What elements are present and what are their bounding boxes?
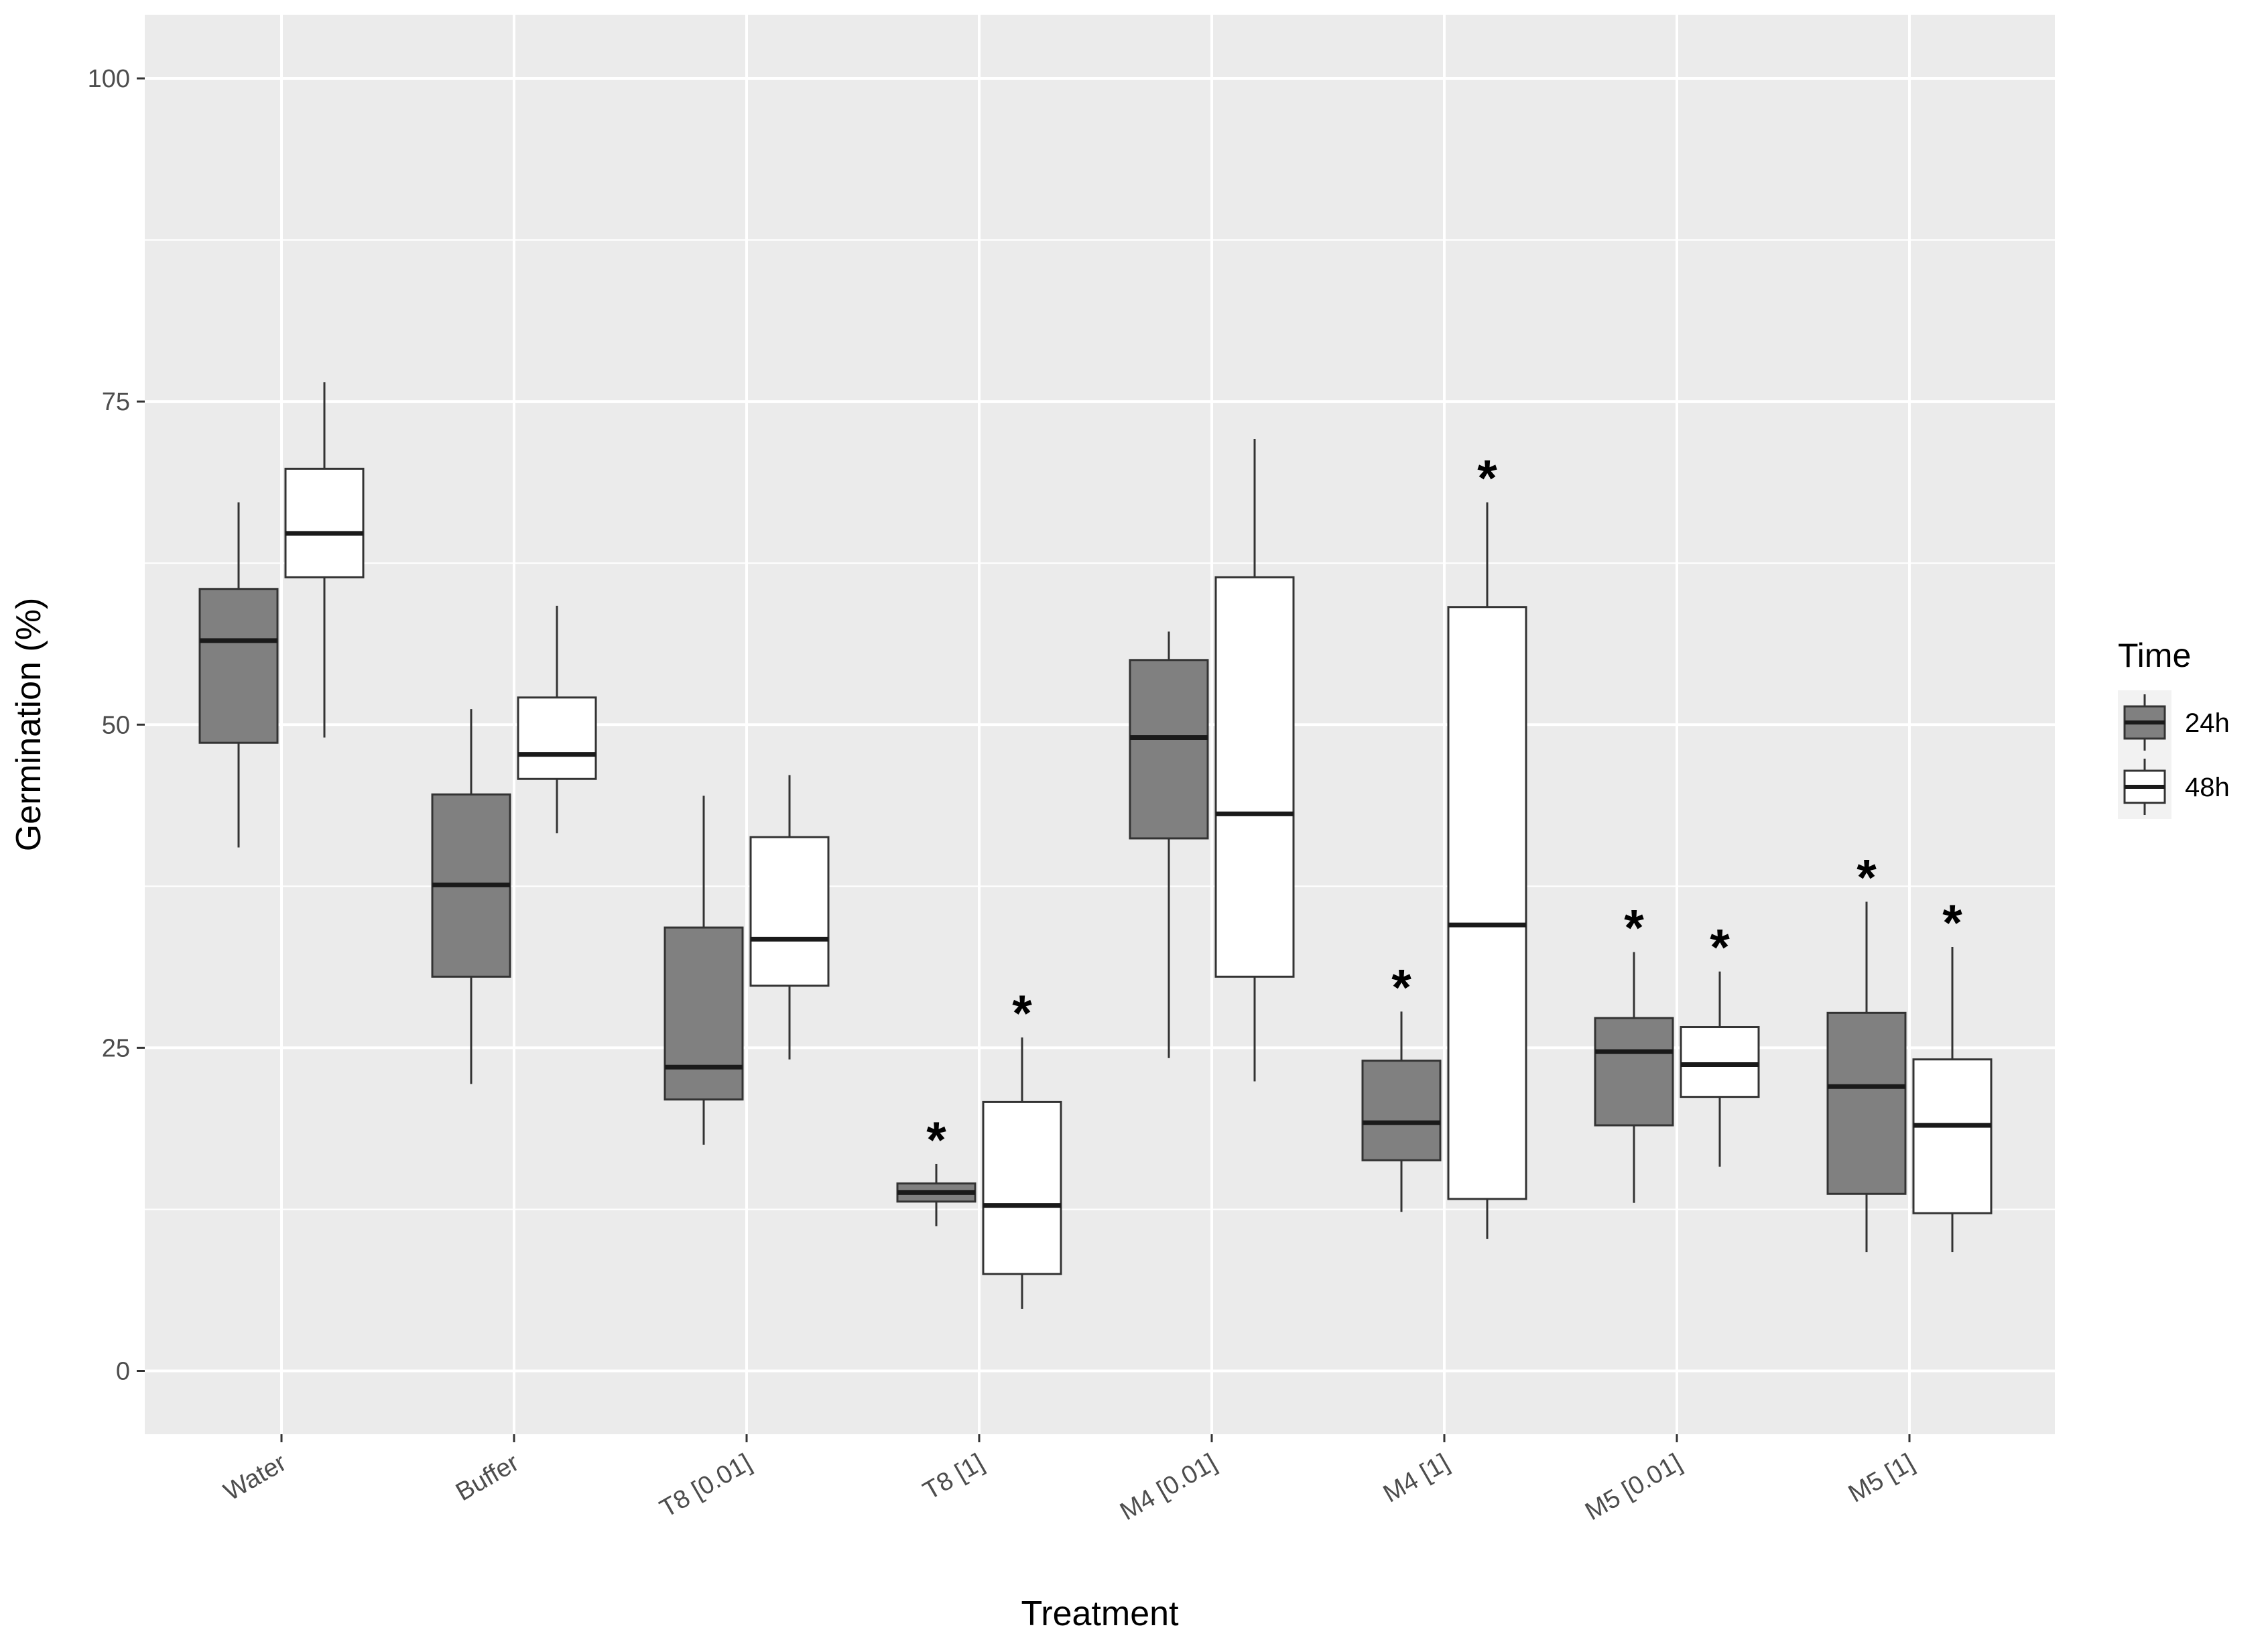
box-body [1680, 1026, 1760, 1098]
y-tick-label: 50 [102, 711, 130, 739]
legend-label: 48h [2185, 773, 2230, 802]
x-tick-label: Water [219, 1448, 292, 1507]
box-body [1594, 1017, 1674, 1127]
box-24h-7 [1826, 901, 1907, 1253]
box-48h-1 [517, 605, 597, 834]
legend: Time 24h 48h [2118, 637, 2230, 819]
grid-major [145, 15, 2055, 1434]
y-axis: 0 25 50 75 100 [88, 65, 145, 1386]
significance-asterisk: * [1477, 450, 1497, 507]
x-tick-label: M5 [0.01] [1580, 1448, 1686, 1526]
legend-label: 24h [2185, 708, 2230, 738]
y-tick-label: 25 [102, 1034, 130, 1062]
box-body [1826, 1011, 1907, 1195]
x-tick-label: Buffer [451, 1448, 524, 1507]
significance-asterisk: * [1624, 900, 1644, 957]
boxplot-series [198, 382, 1993, 1309]
box-48h-7 [1912, 946, 1993, 1253]
box-48h-5 [1447, 502, 1527, 1239]
box-body [982, 1100, 1062, 1275]
y-tick-label: 100 [88, 65, 130, 93]
box-48h-0 [284, 382, 365, 738]
box-body [198, 588, 279, 744]
box-24h-5 [1361, 1011, 1442, 1212]
significance-asterisk: * [1391, 959, 1411, 1016]
y-tick-label: 0 [116, 1358, 130, 1386]
box-24h-4 [1129, 631, 1209, 1058]
box-body [284, 467, 365, 578]
y-tick-label: 75 [102, 388, 130, 416]
y-axis-title: Germination (%) [9, 598, 48, 852]
x-tick-label: M4 [0.01] [1115, 1448, 1221, 1526]
x-tick-label: M5 [1] [1844, 1448, 1919, 1508]
legend-key-48h [2118, 755, 2171, 819]
box-48h-6 [1680, 971, 1760, 1167]
x-tick-label: T8 [1] [918, 1448, 989, 1505]
box-24h-2 [664, 796, 744, 1145]
legend-key-24h [2118, 690, 2171, 755]
significance-asterisk: * [1012, 985, 1032, 1042]
box-48h-2 [749, 775, 830, 1060]
significance-asterisk: * [1710, 920, 1730, 976]
box-body [1129, 659, 1209, 840]
box-body [1361, 1060, 1442, 1161]
significance-asterisk: * [1856, 849, 1877, 906]
box-24h-3 [896, 1163, 976, 1226]
box-48h-3 [982, 1037, 1062, 1309]
x-tick-label: T8 [0.01] [655, 1448, 757, 1523]
box-48h-4 [1214, 439, 1295, 1082]
x-axis-title: Treatment [1021, 1594, 1179, 1633]
box-24h-1 [431, 709, 511, 1084]
x-tick-label: M4 [1] [1379, 1448, 1454, 1508]
significance-markers: * * * * * * * * [926, 450, 1962, 1169]
box-body [664, 926, 744, 1101]
box-24h-6 [1594, 952, 1674, 1203]
box-body [1447, 606, 1527, 1200]
box-24h-0 [198, 502, 279, 848]
significance-asterisk: * [1942, 895, 1962, 952]
box-body [1214, 576, 1295, 978]
x-axis: Water Buffer T8 [0.01] T8 [1] M4 [0.01] M4 [1… [219, 1434, 1919, 1526]
box-body [749, 836, 830, 987]
legend-title: Time [2118, 637, 2191, 674]
box-body [1912, 1058, 1993, 1214]
significance-asterisk: * [926, 1112, 946, 1169]
box-body [517, 696, 597, 780]
